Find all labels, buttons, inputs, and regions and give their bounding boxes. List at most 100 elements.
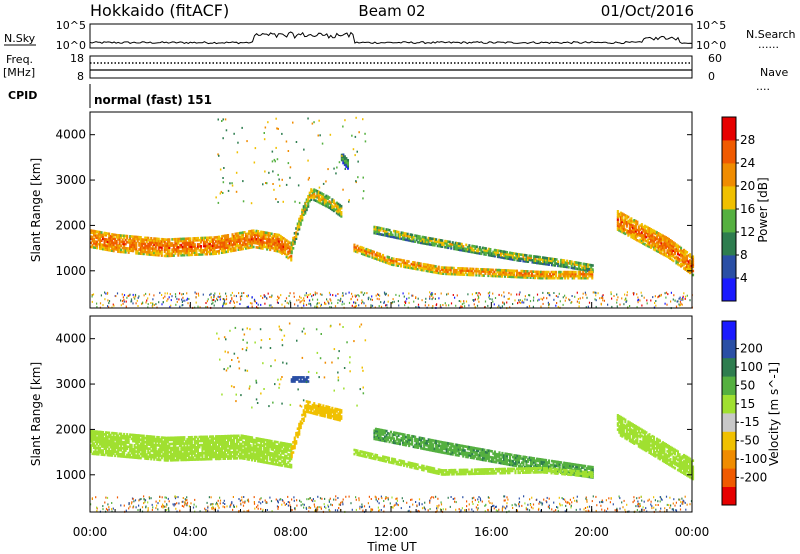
speckle-cell: [637, 296, 639, 299]
echo-cell: [216, 457, 219, 461]
echo-cell: [266, 451, 269, 454]
echo-cell: [118, 238, 121, 241]
echo-cell: [272, 454, 275, 457]
echo-cell: [106, 441, 109, 445]
echo-cell: [234, 450, 237, 454]
echo-cell: [230, 241, 233, 245]
echo-cell: [475, 251, 478, 255]
echo-cell: [314, 412, 317, 416]
echo-cell: [227, 440, 230, 444]
echo-cell: [575, 267, 578, 270]
echo-cell: [99, 243, 102, 246]
echo-cell: [536, 261, 539, 265]
echo-cell: [208, 248, 211, 252]
echo-cell: [307, 404, 310, 408]
echo-cell: [93, 444, 96, 447]
echo-cell: [144, 242, 147, 246]
echo-cell: [660, 245, 663, 249]
speckle-cell: [476, 304, 479, 307]
scatter-cell: [351, 134, 353, 137]
echo-cell: [257, 246, 260, 249]
echo-cell: [456, 244, 459, 247]
echo-cell: [634, 234, 637, 237]
speckle-cell: [681, 298, 683, 301]
echo-cell: [581, 268, 584, 271]
echo-cell: [254, 440, 257, 444]
echo-cell: [163, 246, 166, 249]
echo-cell: [548, 261, 551, 264]
station-title: Hokkaido (fitACF): [90, 1, 229, 20]
echo-cell: [180, 252, 183, 255]
echo-cell: [298, 221, 301, 225]
echo-cell: [651, 236, 654, 240]
echo-cell: [660, 235, 663, 239]
echo-cell: [100, 437, 103, 440]
echo-cell: [210, 451, 213, 455]
echo-cell: [646, 244, 649, 248]
echo-cell: [526, 274, 529, 277]
echo-cell: [252, 231, 255, 234]
echo-cell: [338, 205, 341, 209]
echo-cell: [406, 259, 409, 263]
echo-cell: [657, 242, 660, 245]
echo-cell: [243, 239, 246, 242]
speckle-cell: [398, 304, 400, 307]
speckle-cell: [377, 293, 379, 296]
speckle-cell: [210, 296, 212, 299]
echo-cell: [663, 239, 666, 242]
echo-cell: [305, 204, 308, 208]
speckle-cell: [526, 298, 528, 301]
echo-cell: [168, 457, 171, 460]
speckle-cell: [312, 294, 314, 297]
echo-cell: [492, 250, 495, 254]
echo-cell: [166, 446, 169, 450]
echo-cell: [463, 269, 466, 272]
echo-cell: [340, 213, 343, 216]
echo-cell: [257, 447, 260, 451]
echo-cell: [542, 258, 545, 261]
echo-cell: [270, 460, 273, 463]
echo-cell: [484, 268, 487, 271]
echo-cell: [97, 448, 100, 452]
echo-cell: [126, 437, 129, 440]
echo-cell: [401, 259, 404, 262]
echo-cell: [251, 241, 254, 245]
speckle-cell: [640, 291, 642, 294]
echo-cell: [505, 269, 508, 272]
echo-cell: [102, 237, 105, 241]
speckle-cell: [385, 292, 387, 295]
echo-cell: [335, 407, 338, 411]
echo-cell: [445, 246, 448, 249]
speckle-cell: [432, 305, 434, 307]
echo-cell: [494, 268, 497, 272]
echo-cell: [242, 235, 245, 238]
echo-cell: [187, 247, 190, 251]
echo-cell: [528, 272, 531, 275]
echo-cell: [133, 433, 136, 437]
echo-cell: [269, 462, 272, 465]
echo-cell: [91, 434, 94, 437]
echo-cell: [115, 442, 118, 445]
echo-cell: [493, 274, 496, 278]
echo-cell: [233, 239, 236, 242]
echo-cell: [418, 241, 421, 244]
speckle-cell: [361, 299, 363, 302]
echo-cell: [129, 443, 132, 447]
echo-cell: [165, 448, 168, 452]
echo-cell: [240, 454, 243, 458]
echo-cell: [281, 456, 284, 459]
echo-cell: [549, 276, 552, 280]
echo-cell: [124, 437, 127, 440]
echo-cell: [111, 440, 114, 443]
echo-cell: [526, 272, 529, 275]
freq-units: [MHz]: [3, 66, 35, 79]
echo-cell: [332, 201, 335, 205]
echo-cell: [672, 243, 675, 246]
echo-cell: [457, 242, 460, 245]
echo-cell: [568, 270, 571, 274]
echo-cell: [166, 450, 169, 454]
speckle-cell: [501, 294, 503, 297]
echo-cell: [105, 248, 108, 251]
echo-cell: [472, 251, 475, 254]
echo-cell: [652, 248, 655, 251]
